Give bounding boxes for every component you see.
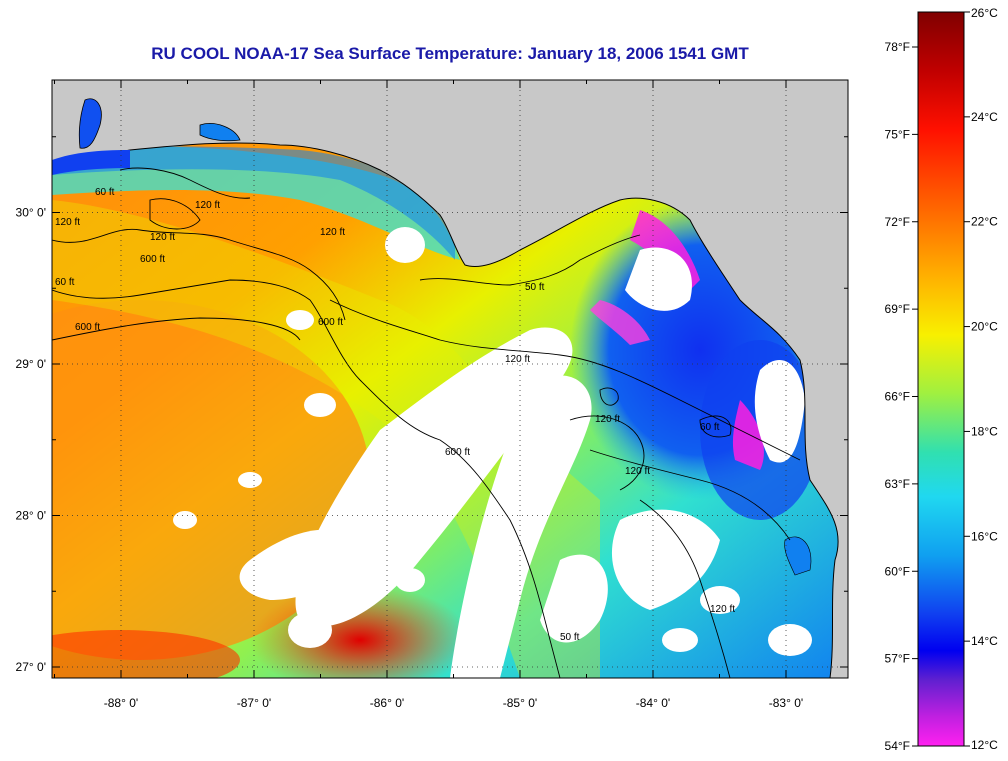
lon-tick-label: -85° 0' bbox=[503, 696, 537, 710]
lon-tick-label: -83° 0' bbox=[769, 696, 803, 710]
contour-label: 120 ft bbox=[55, 217, 80, 228]
fahrenheit-label: 60°F bbox=[885, 564, 910, 578]
contour-label: 60 ft bbox=[700, 422, 720, 433]
celsius-label: 16°C bbox=[971, 529, 998, 543]
celsius-label: 24°C bbox=[971, 110, 998, 124]
celsius-label: 22°C bbox=[971, 215, 998, 229]
contour-label: 120 ft bbox=[320, 227, 345, 238]
fahrenheit-label: 57°F bbox=[885, 652, 910, 666]
contour-labels: 60 ft 120 ft 120 ft 120 ft 600 ft 600 ft… bbox=[55, 187, 735, 643]
axis-ticks: -88° 0' -87° 0' -86° 0' -85° 0' -84° 0' -83° … bbox=[16, 80, 848, 710]
map-title: RU COOL NOAA-17 Sea Surface Temperature:… bbox=[151, 44, 749, 63]
map-border bbox=[51, 79, 849, 679]
lon-tick-label: -87° 0' bbox=[237, 696, 271, 710]
celsius-label: 20°C bbox=[971, 320, 998, 334]
contour-label: 600 ft bbox=[140, 254, 165, 265]
bathymetry-contours bbox=[52, 167, 801, 678]
cloud-cover bbox=[173, 227, 812, 678]
lon-tick-label: -86° 0' bbox=[370, 696, 404, 710]
colorbar-gradient bbox=[917, 11, 965, 747]
celsius-label: 14°C bbox=[971, 634, 998, 648]
contour-label: 120 ft bbox=[505, 354, 530, 365]
lon-tick-label: -88° 0' bbox=[104, 696, 138, 710]
fahrenheit-label: 75°F bbox=[885, 127, 910, 141]
contour-label: 120 ft bbox=[710, 604, 735, 615]
fahrenheit-label: 63°F bbox=[885, 477, 910, 491]
contour-label: 120 ft bbox=[195, 200, 220, 211]
fahrenheit-label: 78°F bbox=[885, 40, 910, 54]
contour-label: 60 ft bbox=[95, 187, 115, 198]
lat-tick-label: 27° 0' bbox=[16, 660, 46, 674]
fahrenheit-label: 72°F bbox=[885, 215, 910, 229]
contour-label: 600 ft bbox=[318, 317, 343, 328]
contour-label: 600 ft bbox=[445, 447, 470, 458]
celsius-label: 12°C bbox=[971, 738, 998, 752]
contour-label: 120 ft bbox=[150, 232, 175, 243]
lat-tick-label: 29° 0' bbox=[16, 357, 46, 371]
map-frame: 60 ft 120 ft 120 ft 120 ft 600 ft 600 ft… bbox=[52, 80, 848, 678]
celsius-label: 18°C bbox=[971, 424, 998, 438]
fahrenheit-label: 69°F bbox=[885, 302, 910, 316]
contour-label: 120 ft bbox=[595, 414, 620, 425]
land-mass bbox=[52, 80, 848, 678]
celsius-label: 26°C bbox=[971, 6, 998, 20]
colorbar: 26°C 24°C 22°C 20°C 18°C 16°C 14°C 12°C 78°F 75°F… bbox=[885, 6, 999, 753]
lat-tick-label: 30° 0' bbox=[16, 206, 46, 220]
lat-tick-label: 28° 0' bbox=[16, 509, 46, 523]
contour-label: 120 ft bbox=[625, 466, 650, 477]
lon-tick-label: -84° 0' bbox=[636, 696, 670, 710]
fahrenheit-label: 54°F bbox=[885, 739, 910, 753]
contour-label: 600 ft bbox=[75, 322, 100, 333]
contour-label: 50 ft bbox=[525, 282, 545, 293]
contour-label: 60 ft bbox=[55, 277, 75, 288]
fahrenheit-label: 66°F bbox=[885, 390, 910, 404]
contour-label: 50 ft bbox=[560, 632, 580, 643]
